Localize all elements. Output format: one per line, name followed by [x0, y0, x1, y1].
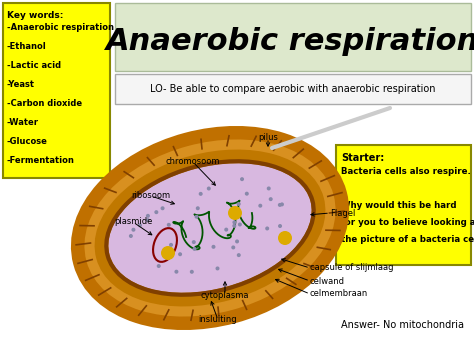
- Ellipse shape: [211, 245, 216, 249]
- Ellipse shape: [192, 247, 197, 251]
- Ellipse shape: [258, 204, 262, 208]
- Ellipse shape: [269, 197, 273, 201]
- Ellipse shape: [207, 186, 211, 191]
- Ellipse shape: [278, 224, 282, 228]
- Text: celmembraan: celmembraan: [310, 289, 368, 299]
- Text: -Lactic acid: -Lactic acid: [7, 61, 61, 70]
- Text: Bacteria cells also respire.: Bacteria cells also respire.: [341, 167, 471, 176]
- Text: ribosoom: ribosoom: [131, 191, 171, 201]
- Ellipse shape: [157, 264, 161, 268]
- Ellipse shape: [245, 192, 249, 196]
- Ellipse shape: [190, 270, 194, 274]
- Text: plasmide: plasmide: [114, 218, 152, 226]
- Ellipse shape: [178, 252, 182, 256]
- Ellipse shape: [174, 270, 178, 274]
- Text: Answer- No mitochondria: Answer- No mitochondria: [341, 320, 464, 330]
- Ellipse shape: [199, 192, 203, 196]
- Text: Key words:: Key words:: [7, 11, 64, 20]
- Ellipse shape: [278, 231, 292, 245]
- Text: -Yeast: -Yeast: [7, 80, 35, 89]
- FancyBboxPatch shape: [336, 145, 471, 265]
- Ellipse shape: [238, 223, 242, 226]
- Ellipse shape: [280, 202, 284, 206]
- Text: capsule of slijmlaag: capsule of slijmlaag: [310, 263, 393, 273]
- Ellipse shape: [109, 163, 312, 293]
- Text: LO- Be able to compare aerobic with anaerobic respiration: LO- Be able to compare aerobic with anae…: [150, 84, 436, 94]
- Ellipse shape: [167, 223, 171, 227]
- Ellipse shape: [155, 210, 158, 214]
- Text: -Ethanol: -Ethanol: [7, 42, 47, 51]
- Ellipse shape: [216, 267, 219, 271]
- FancyBboxPatch shape: [115, 74, 471, 104]
- Text: Anaerobic respiration: Anaerobic respiration: [106, 27, 474, 55]
- Text: -Glucose: -Glucose: [7, 137, 48, 146]
- Ellipse shape: [228, 206, 242, 220]
- Ellipse shape: [169, 243, 173, 247]
- Text: -Anaerobic respiration: -Anaerobic respiration: [7, 23, 114, 32]
- Ellipse shape: [161, 206, 164, 210]
- Ellipse shape: [265, 226, 269, 230]
- Text: Starter:: Starter:: [341, 153, 384, 163]
- Text: for you to believe looking at: for you to believe looking at: [341, 218, 474, 227]
- Ellipse shape: [235, 239, 239, 244]
- Ellipse shape: [278, 203, 282, 207]
- Text: -Carbon dioxide: -Carbon dioxide: [7, 99, 82, 108]
- Text: -Fermentation: -Fermentation: [7, 156, 75, 165]
- Text: chromosoom: chromosoom: [166, 158, 220, 166]
- FancyBboxPatch shape: [3, 3, 110, 178]
- Text: Why would this be hard: Why would this be hard: [341, 201, 456, 210]
- Text: cytoplasma: cytoplasma: [201, 290, 249, 300]
- Text: pilus: pilus: [258, 133, 278, 142]
- FancyBboxPatch shape: [115, 3, 471, 71]
- Ellipse shape: [196, 206, 200, 210]
- Text: Flagel: Flagel: [330, 208, 356, 218]
- Text: insluiting: insluiting: [199, 316, 237, 324]
- Ellipse shape: [146, 214, 150, 218]
- Text: -Water: -Water: [7, 118, 39, 127]
- Ellipse shape: [192, 240, 196, 244]
- Ellipse shape: [237, 253, 241, 257]
- Ellipse shape: [146, 218, 150, 222]
- Ellipse shape: [161, 246, 175, 260]
- Ellipse shape: [194, 215, 199, 219]
- Ellipse shape: [240, 177, 244, 181]
- Ellipse shape: [232, 220, 237, 224]
- Ellipse shape: [129, 234, 133, 238]
- Ellipse shape: [224, 228, 228, 231]
- Ellipse shape: [267, 186, 271, 190]
- Ellipse shape: [232, 224, 237, 228]
- Ellipse shape: [237, 202, 241, 206]
- Text: celwand: celwand: [310, 277, 345, 285]
- Ellipse shape: [231, 245, 235, 250]
- Text: the picture of a bacteria cell?: the picture of a bacteria cell?: [341, 235, 474, 244]
- Ellipse shape: [131, 228, 136, 232]
- Ellipse shape: [138, 223, 142, 227]
